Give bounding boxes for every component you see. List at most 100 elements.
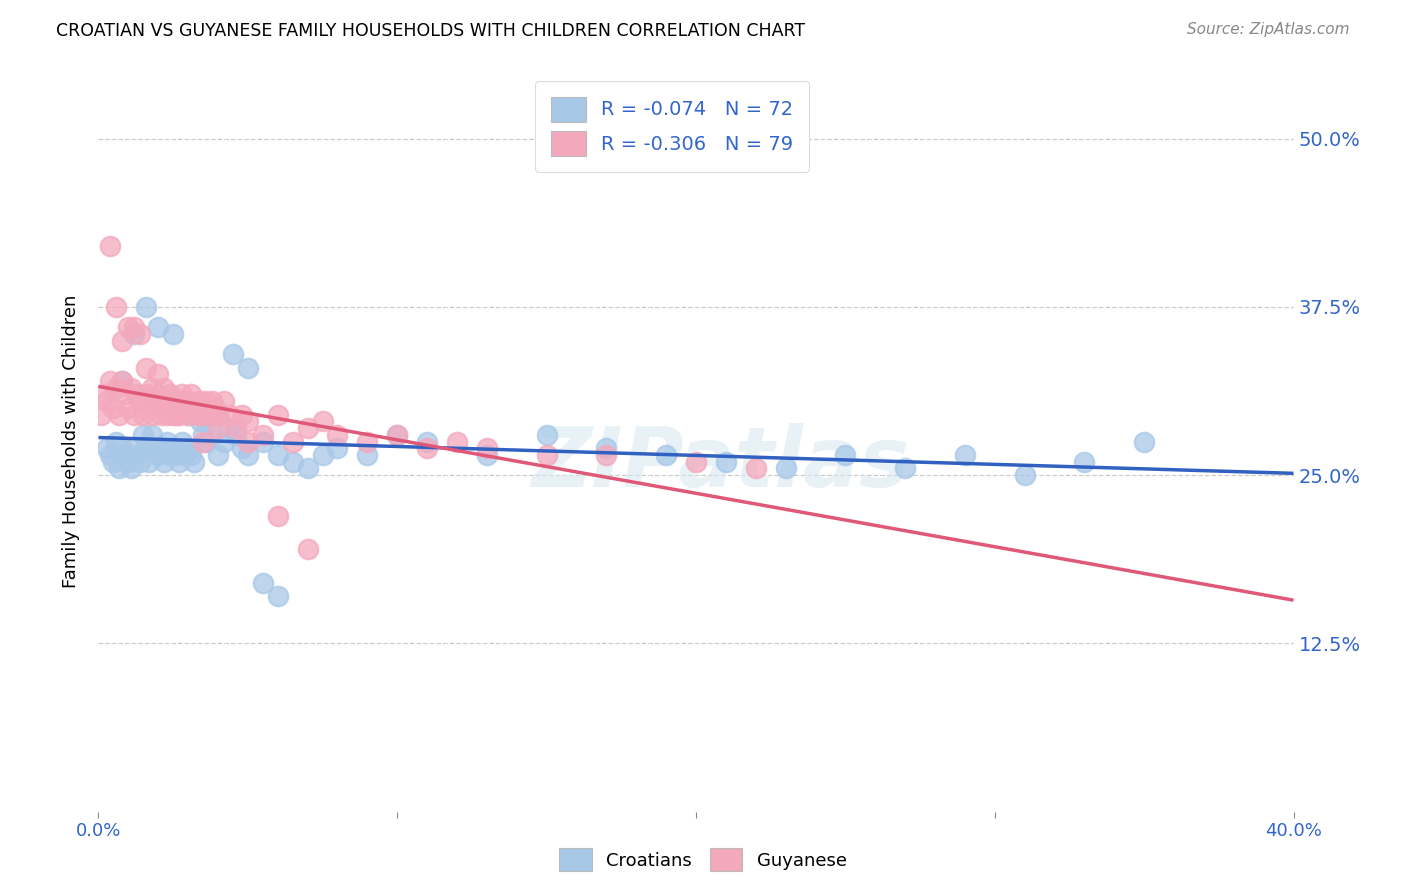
Text: ZIPatlas: ZIPatlas [531,423,908,504]
Point [111,442,134,456]
Point [219,408,242,422]
Point [188,414,211,428]
Point [326,427,349,442]
Point [108,461,131,475]
Point [148,387,170,401]
Point [114,448,136,462]
Point [236,360,259,375]
Point [188,394,211,409]
Point [236,448,259,462]
Point [191,434,214,449]
Point [536,448,558,462]
Point [207,408,229,422]
Point [167,408,190,422]
Point [222,347,245,361]
Point [141,408,163,422]
Point [162,326,184,341]
Point [236,434,259,449]
Point [212,434,235,449]
Point [165,408,187,422]
Point [219,421,242,435]
Point [153,381,176,395]
Point [225,427,247,442]
Point [207,408,229,422]
Point [165,448,187,462]
Point [236,414,259,428]
Point [1133,434,1156,449]
Point [132,427,155,442]
Text: Source: ZipAtlas.com: Source: ZipAtlas.com [1187,22,1350,37]
Point [98,239,122,253]
Point [143,394,166,409]
Point [207,421,229,435]
Point [96,394,118,409]
Point [129,326,152,341]
Point [141,427,163,442]
Point [281,455,304,469]
Point [98,374,122,388]
Point [105,381,128,395]
Point [834,448,856,462]
Point [714,455,737,469]
Point [117,455,139,469]
Point [195,434,218,449]
Point [150,408,173,422]
Point [297,461,319,475]
Point [111,334,134,348]
Point [655,448,678,462]
Point [129,455,152,469]
Point [231,442,253,456]
Point [267,408,290,422]
Point [180,387,202,401]
Point [267,508,290,523]
Point [267,448,290,462]
Point [120,461,142,475]
Point [138,401,160,415]
Point [148,320,170,334]
Point [135,442,157,456]
Point [159,394,181,409]
Point [195,394,218,409]
Point [177,408,200,422]
Point [177,408,200,422]
Point [281,434,304,449]
Point [207,448,229,462]
Point [385,427,409,442]
Point [385,427,409,442]
Point [148,368,170,382]
Point [103,401,125,415]
Legend: R = -0.074   N = 72, R = -0.306   N = 79: R = -0.074 N = 72, R = -0.306 N = 79 [536,81,808,172]
Point [297,542,319,557]
Point [201,394,224,409]
Point [297,421,319,435]
Point [191,427,214,442]
Point [162,408,184,422]
Point [156,434,179,449]
Point [745,461,768,475]
Point [90,408,112,422]
Point [150,442,173,456]
Point [124,408,146,422]
Point [311,414,333,428]
Point [180,448,202,462]
Point [143,442,166,456]
Point [267,590,290,604]
Point [198,408,221,422]
Point [953,448,976,462]
Point [191,408,214,422]
Point [167,455,190,469]
Point [183,455,205,469]
Point [103,455,125,469]
Point [172,387,194,401]
Point [165,394,187,409]
Point [120,381,142,395]
Point [183,401,205,415]
Point [111,374,134,388]
Point [475,442,498,456]
Point [124,320,146,334]
Point [326,442,349,456]
Point [117,320,139,334]
Point [775,461,797,475]
Point [156,408,179,422]
Point [356,434,378,449]
